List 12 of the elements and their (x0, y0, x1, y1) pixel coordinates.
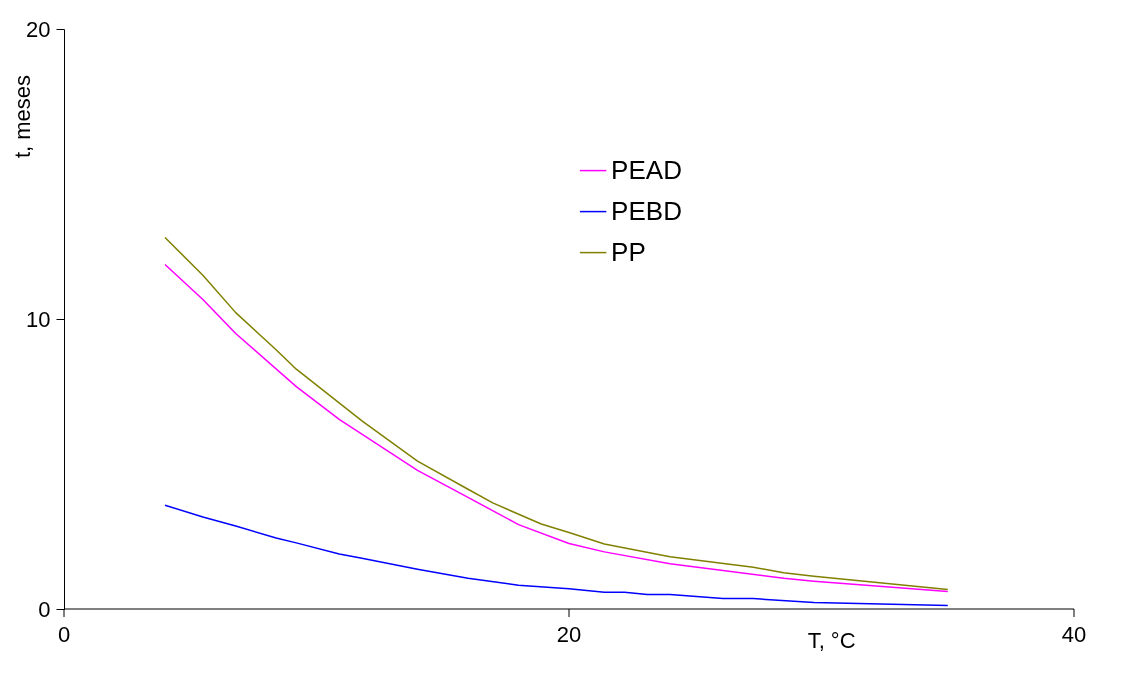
x-axis-title: T, °C (807, 628, 856, 653)
legend-label: PEAD (611, 154, 682, 185)
y-tick-label: 0 (38, 596, 51, 622)
legend-label: PEBD (611, 195, 682, 226)
x-tick-label: 40 (1061, 622, 1087, 647)
y-axis-title: t, meses (9, 74, 35, 159)
x-tick-label: 20 (556, 622, 582, 647)
y-tick-label: 20 (26, 16, 51, 42)
line-series (164, 504, 949, 607)
x-tick-label: 0 (57, 622, 71, 647)
y-tick-label: 10 (26, 306, 51, 332)
legend-label: PP (611, 236, 646, 267)
